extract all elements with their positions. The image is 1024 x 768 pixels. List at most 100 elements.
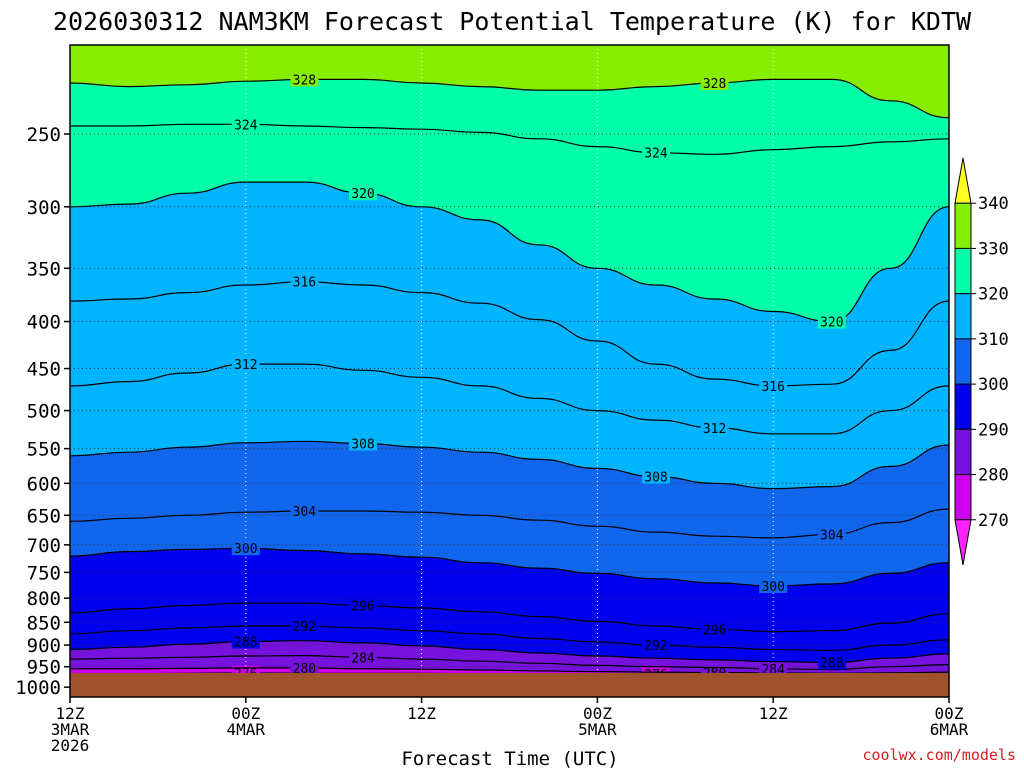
x-tick-label: 12Z bbox=[407, 704, 436, 723]
colorbar-label: 290 bbox=[978, 420, 1009, 440]
isotherm-label-group-284-0: 284 bbox=[349, 650, 377, 666]
colorbar-label: 270 bbox=[978, 511, 1009, 531]
isotherm-label-bg bbox=[759, 661, 788, 676]
band-280 bbox=[70, 655, 949, 674]
colorbar: 340 330 320 310 300 290 280 270 bbox=[954, 157, 1009, 566]
plot-border bbox=[69, 44, 950, 698]
isotherm-label-bg bbox=[231, 541, 260, 556]
y-tick-label: 1000 bbox=[15, 677, 61, 699]
isotherm-label-bg bbox=[349, 436, 377, 451]
ground-fill bbox=[70, 673, 949, 697]
isotherm-label-group-324-1: 324 bbox=[642, 145, 670, 162]
band-284 bbox=[70, 640, 949, 670]
isotherm-label-308: 308 bbox=[644, 471, 667, 486]
isotherm-label-group-328-0: 328 bbox=[290, 72, 319, 88]
isotherm-label-bg bbox=[231, 357, 260, 372]
x-tick-label: 3MAR bbox=[51, 720, 90, 739]
y-tick-label: 700 bbox=[27, 535, 61, 557]
band-316 bbox=[70, 182, 949, 386]
isotherm-label-296: 296 bbox=[703, 623, 726, 638]
isotherm-label-288: 288 bbox=[820, 656, 843, 671]
isotherm-label-bg bbox=[817, 655, 846, 670]
colorbar-box bbox=[954, 293, 972, 340]
band-292 bbox=[70, 603, 949, 651]
colorbar-box bbox=[954, 247, 972, 295]
isotherm-label-292: 292 bbox=[644, 639, 667, 654]
isotherm-label-group-288-0: 288 bbox=[231, 634, 260, 651]
isotherm-label-328: 328 bbox=[703, 77, 726, 92]
x-tick-label: 00Z bbox=[231, 704, 260, 723]
isotherm-label-group-296-0: 296 bbox=[349, 598, 377, 615]
isotherm-label-group-292-1: 292 bbox=[642, 638, 670, 654]
x-tick-label: 4MAR bbox=[227, 720, 266, 739]
isotherm-300 bbox=[70, 547, 949, 587]
colorbar-label: 340 bbox=[978, 194, 1009, 214]
y-tick-label: 250 bbox=[27, 124, 61, 146]
isotherm-label-bg bbox=[642, 145, 670, 160]
isotherm-label-324: 324 bbox=[234, 118, 258, 133]
isotherm-label-308: 308 bbox=[351, 438, 374, 453]
isotherm-label-group-304-1: 304 bbox=[817, 527, 846, 543]
isotherm-label-bg bbox=[700, 622, 729, 637]
isotherm-label-316: 316 bbox=[761, 380, 784, 395]
colorbar-box bbox=[954, 474, 972, 521]
isotherm-label-bg bbox=[642, 469, 670, 484]
isotherm-288 bbox=[70, 640, 949, 664]
colorbar-box bbox=[954, 338, 972, 385]
band-296 bbox=[70, 548, 949, 632]
x-tick-label: 6MAR bbox=[930, 720, 969, 739]
isotherm-label-bg bbox=[700, 76, 729, 91]
isotherm-label-bg bbox=[759, 378, 788, 393]
colorbar-label: 320 bbox=[978, 285, 1009, 305]
isotherm-label-group-300-1: 300 bbox=[759, 578, 788, 595]
band-288 bbox=[70, 626, 949, 663]
isotherm-label-group-296-1: 296 bbox=[700, 622, 729, 638]
band-312 bbox=[70, 281, 949, 434]
band-304 bbox=[70, 441, 949, 538]
isotherm-label-bg bbox=[290, 274, 319, 289]
isotherm-292 bbox=[70, 625, 949, 652]
attribution-link[interactable]: coolwx.com/models bbox=[862, 746, 1016, 764]
isotherm-label-group-300-0: 300 bbox=[231, 541, 260, 557]
isotherm-label-bg bbox=[290, 72, 319, 87]
band-320 bbox=[70, 124, 949, 322]
isotherm-312 bbox=[70, 363, 949, 435]
isotherm-label-group-308-1: 308 bbox=[642, 469, 670, 486]
isotherm-label-316: 316 bbox=[293, 276, 316, 291]
y-tick-label: 600 bbox=[27, 473, 61, 495]
band-300 bbox=[70, 509, 949, 586]
isotherm-label-292: 292 bbox=[293, 620, 316, 635]
isotherm-label-324: 324 bbox=[644, 147, 668, 162]
colorbar-box bbox=[954, 202, 972, 249]
isotherm-label-bg bbox=[817, 314, 846, 329]
isotherm-label-bg bbox=[231, 634, 260, 649]
isotherm-label-group-320-0: 320 bbox=[349, 186, 377, 202]
isotherm-296 bbox=[70, 602, 949, 633]
isotherm-label-bg bbox=[759, 578, 788, 593]
isotherm-label-bg bbox=[349, 650, 377, 665]
y-tick-label: 950 bbox=[27, 657, 61, 679]
colorbar-bottom-triangle bbox=[954, 519, 972, 566]
y-axis: 2503003504004505005506006507007508008509… bbox=[15, 124, 70, 699]
y-tick-label: 900 bbox=[27, 635, 61, 657]
colorbar-label: 280 bbox=[978, 466, 1009, 486]
colorbar-top-triangle bbox=[954, 157, 972, 204]
y-tick-label: 550 bbox=[27, 439, 61, 461]
isotherm-label-288: 288 bbox=[234, 636, 257, 651]
isotherm-label-300: 300 bbox=[761, 580, 784, 595]
colorbar-label: 330 bbox=[978, 239, 1009, 259]
isotherm-304 bbox=[70, 508, 949, 539]
colorbar-box bbox=[954, 428, 972, 476]
isotherm-label-304: 304 bbox=[820, 528, 844, 543]
isotherm-label-group-328-1: 328 bbox=[700, 76, 729, 92]
isotherm-label-group-320-1: 320 bbox=[817, 314, 846, 331]
isotherm-label-284: 284 bbox=[351, 651, 375, 666]
isotherm-316 bbox=[70, 281, 949, 387]
band-308 bbox=[70, 364, 949, 489]
isotherm-308 bbox=[70, 440, 949, 490]
y-tick-label: 850 bbox=[27, 612, 61, 634]
isotherm-label-group-316-1: 316 bbox=[759, 378, 788, 395]
isotherm-324 bbox=[70, 123, 949, 155]
ground-layer bbox=[70, 673, 949, 697]
